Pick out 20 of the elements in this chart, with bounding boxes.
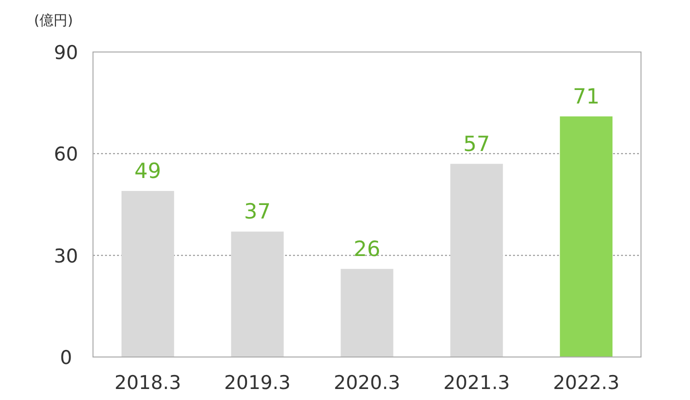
bar <box>340 268 394 357</box>
x-tick-label: 2022.3 <box>552 372 620 394</box>
x-tick-label: 2021.3 <box>443 372 510 394</box>
x-tick-label: 2020.3 <box>334 372 400 394</box>
x-tick-label: 2018.3 <box>114 372 182 394</box>
bar <box>231 232 284 357</box>
y-tick-label: 90 <box>54 42 78 64</box>
data-label: 71 <box>572 84 600 108</box>
y-tick-label: 30 <box>54 245 78 268</box>
y-tick-label: 60 <box>54 144 78 166</box>
x-tick-label: 2019.3 <box>224 372 291 394</box>
data-label: 49 <box>134 158 162 183</box>
data-label: 57 <box>463 132 490 156</box>
data-label: 37 <box>244 200 271 224</box>
y-axis-title: (億円) <box>34 13 73 29</box>
data-label: 26 <box>354 236 380 261</box>
bar <box>450 164 503 357</box>
bar <box>560 116 613 357</box>
y-tick-label: 0 <box>60 347 72 369</box>
bar <box>121 190 174 357</box>
